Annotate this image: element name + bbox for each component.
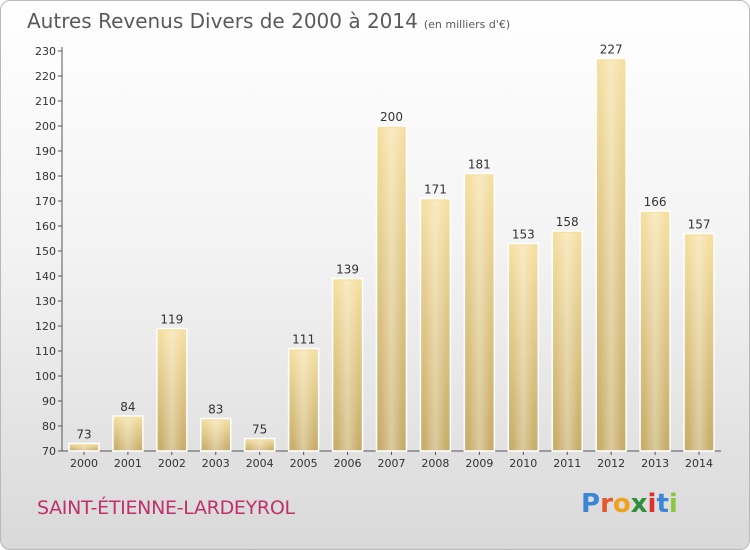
bars <box>68 57 715 452</box>
bar-highlight <box>600 60 623 451</box>
logo-letter: r <box>600 489 613 519</box>
data-label-2011: 158 <box>556 215 579 229</box>
chart-title-text: Autres Revenus Divers de 2000 à 2014 <box>27 9 418 33</box>
bar-highlight <box>644 213 667 451</box>
x-tick-label: 2008 <box>421 457 449 470</box>
bar-highlight <box>512 245 535 451</box>
x-tick-label: 2002 <box>158 457 186 470</box>
y-tick-label: 150 <box>35 245 56 258</box>
x-tick-label: 2014 <box>685 457 713 470</box>
x-tick-label: 2011 <box>553 457 581 470</box>
data-label-2000: 73 <box>76 428 91 442</box>
bar-highlight <box>160 330 183 451</box>
y-tick-label: 170 <box>35 195 56 208</box>
x-tick-label: 2013 <box>641 457 669 470</box>
bar-highlight <box>380 128 403 451</box>
bar-highlight <box>248 440 271 451</box>
bar-highlight <box>116 418 139 451</box>
bar-highlight <box>424 200 447 451</box>
y-tick-label: 130 <box>35 295 56 308</box>
x-tick-label: 2006 <box>334 457 362 470</box>
data-label-2012: 227 <box>600 43 623 57</box>
data-label-2009: 181 <box>468 158 491 172</box>
y-tick-label: 230 <box>35 45 56 58</box>
bar-highlight <box>688 235 711 451</box>
y-tick-label: 180 <box>35 170 56 183</box>
data-label-2013: 166 <box>644 195 667 209</box>
bar-highlight <box>72 445 95 451</box>
commune-name: SAINT-ÉTIENNE-LARDEYROL <box>37 497 295 519</box>
data-label-2003: 83 <box>208 403 223 417</box>
data-label-2008: 171 <box>424 183 447 197</box>
chart-title: Autres Revenus Divers de 2000 à 2014 (en … <box>27 9 510 33</box>
x-tick-label: 2001 <box>114 457 142 470</box>
y-tick-label: 140 <box>35 270 56 283</box>
logo-letter: P <box>581 489 601 519</box>
axes: 7080901001101201301401501601701801902002… <box>35 45 721 470</box>
data-label-2010: 153 <box>512 228 535 242</box>
x-tick-label: 2000 <box>70 457 98 470</box>
logo-letter: i <box>647 489 657 519</box>
y-tick-label: 90 <box>42 395 56 408</box>
data-label-2014: 157 <box>688 218 711 232</box>
x-tick-label: 2005 <box>290 457 318 470</box>
data-labels: 73 84 119 83 75 111 139 200 171 181 153 158 227 166 15… <box>76 43 710 442</box>
data-label-2001: 84 <box>120 400 135 414</box>
x-tick-label: 2007 <box>378 457 406 470</box>
x-tick-label: 2012 <box>597 457 625 470</box>
logo-letter: t <box>656 489 669 519</box>
bar-highlight <box>468 175 491 451</box>
y-tick-label: 220 <box>35 70 56 83</box>
data-label-2007: 200 <box>380 110 403 124</box>
data-label-2005: 111 <box>292 333 315 347</box>
x-tick-label: 2009 <box>465 457 493 470</box>
y-tick-label: 80 <box>42 420 56 433</box>
logo-letter: o <box>612 489 631 519</box>
y-tick-label: 200 <box>35 120 56 133</box>
y-tick-label: 190 <box>35 145 56 158</box>
x-tick-label: 2004 <box>246 457 274 470</box>
logo-letter: x <box>630 489 648 519</box>
y-tick-label: 70 <box>42 445 56 458</box>
y-tick-label: 210 <box>35 95 56 108</box>
y-tick-label: 160 <box>35 220 56 233</box>
x-tick-label: 2003 <box>202 457 230 470</box>
chart-unit: (en milliers d'€) <box>423 18 511 31</box>
data-label-2006: 139 <box>336 263 359 277</box>
proxiti-logo: Proxiti <box>581 489 678 519</box>
y-tick-label: 100 <box>35 370 56 383</box>
y-tick-label: 120 <box>35 320 56 333</box>
bar-highlight <box>556 233 579 451</box>
data-label-2002: 119 <box>160 313 183 327</box>
bar-highlight <box>292 350 315 451</box>
y-tick-label: 110 <box>35 345 56 358</box>
bar-highlight <box>336 280 359 451</box>
bar-highlight <box>204 420 227 451</box>
x-tick-label: 2010 <box>509 457 537 470</box>
data-label-2004: 75 <box>252 423 267 437</box>
logo-letter: i <box>668 489 678 519</box>
